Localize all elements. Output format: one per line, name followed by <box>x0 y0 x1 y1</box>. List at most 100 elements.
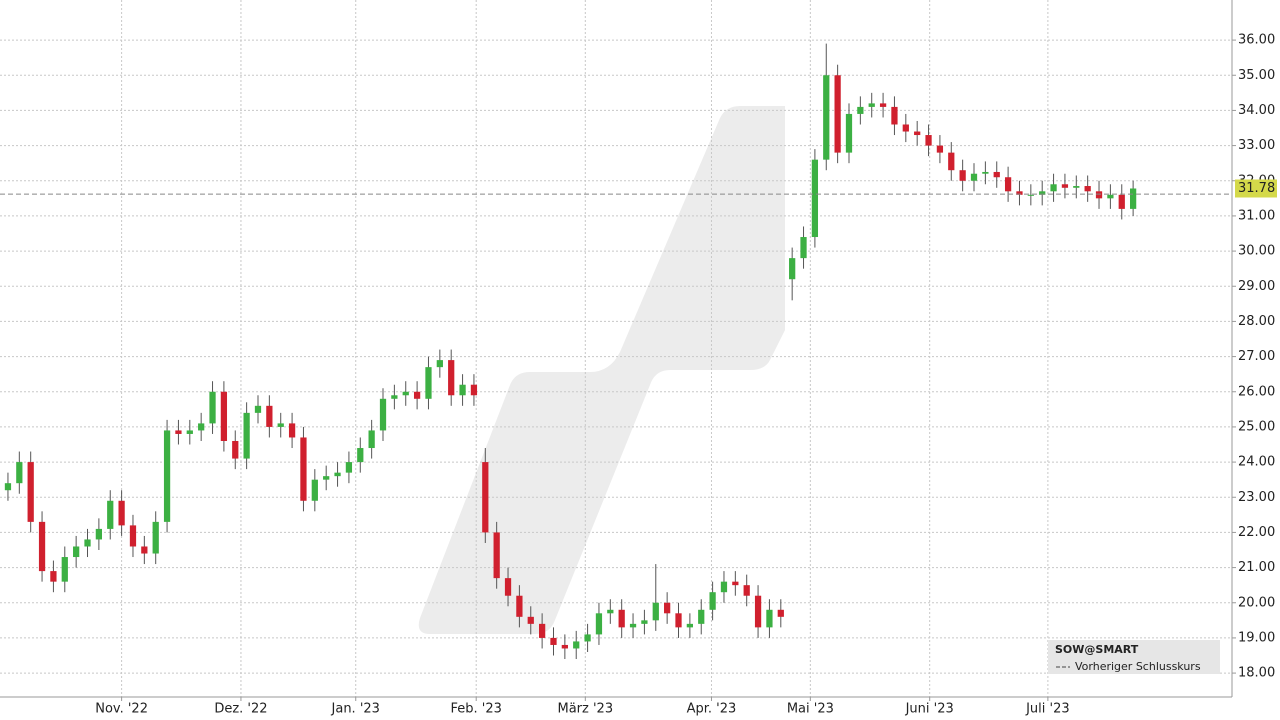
candle-body <box>288 423 296 438</box>
y-tick-label: 30.00 <box>1238 244 1275 259</box>
candle-body <box>629 623 637 628</box>
candle-body <box>993 171 1000 178</box>
candle-body <box>754 595 762 628</box>
candle-body <box>936 145 944 153</box>
candle-body <box>834 75 841 153</box>
legend-entry: Vorheriger Schlusskurs <box>1075 660 1201 673</box>
y-tick-label: 31.00 <box>1238 208 1275 223</box>
candle-body <box>345 462 353 473</box>
candle-body <box>379 398 387 431</box>
y-tick-label: 34.00 <box>1238 103 1275 118</box>
x-tick-label: Feb. '23 <box>451 702 502 717</box>
candle-body <box>277 423 284 427</box>
candle-body <box>709 592 716 610</box>
candle-body <box>311 479 318 501</box>
y-tick-label: 20.00 <box>1238 595 1275 610</box>
x-tick-label: Juni '23 <box>905 702 954 717</box>
candle-body <box>402 391 409 396</box>
y-tick-label: 35.00 <box>1238 68 1275 83</box>
candle-body <box>686 623 693 628</box>
candle-body <box>811 159 819 238</box>
candle-body <box>209 391 216 424</box>
candle-body <box>1129 188 1137 209</box>
candle-body <box>652 602 659 621</box>
candle-body <box>1084 186 1091 192</box>
candle-body <box>743 585 750 596</box>
candle-body <box>4 483 12 491</box>
candle-body <box>1118 194 1125 209</box>
candle-body <box>675 613 682 628</box>
candle-body <box>425 367 432 399</box>
y-tick-label: 36.00 <box>1238 33 1275 48</box>
candle-body <box>902 124 909 132</box>
candle-body <box>607 609 614 614</box>
candle-body <box>879 103 887 107</box>
legend: SOW@SMART Vorheriger Schlusskurs <box>1048 640 1220 674</box>
candle-body <box>584 634 591 642</box>
candle-body <box>198 423 205 431</box>
candle-body <box>107 500 114 529</box>
candle-body <box>618 609 625 628</box>
candle-body <box>243 412 250 459</box>
candle-body <box>891 106 898 125</box>
candle-body <box>482 462 489 533</box>
x-tick-label: März '23 <box>558 702 614 717</box>
candle-body <box>73 546 80 558</box>
y-tick-label: 22.00 <box>1238 525 1275 540</box>
candle-body <box>493 532 500 579</box>
candle-body <box>220 391 228 441</box>
grid <box>0 0 1232 697</box>
candle-body <box>777 609 784 617</box>
candle-body <box>448 360 455 396</box>
x-tick-label: Apr. '23 <box>687 702 737 717</box>
y-tick-label: 26.00 <box>1238 384 1275 399</box>
x-tick-label: Juli '23 <box>1025 702 1070 717</box>
candle-body <box>84 539 91 547</box>
candles <box>4 43 1137 660</box>
candle-body <box>266 405 273 427</box>
candle-body <box>868 103 875 107</box>
candle-body <box>175 430 182 434</box>
candle-body <box>845 113 853 153</box>
candle-body <box>27 462 34 522</box>
candle-body <box>141 546 148 554</box>
y-tick-label: 28.00 <box>1238 314 1275 329</box>
x-tick-label: Dez. '22 <box>214 702 267 717</box>
candle-body <box>504 578 512 596</box>
candle-body <box>550 637 557 645</box>
candle-body <box>823 75 830 160</box>
y-tick-label: 29.00 <box>1238 279 1275 294</box>
candle-body <box>334 472 341 477</box>
candle-body <box>254 405 262 413</box>
candle-body <box>1107 194 1114 199</box>
y-tick-label: 33.00 <box>1238 138 1275 153</box>
candle-body <box>50 571 57 582</box>
y-tick-label: 18.00 <box>1238 666 1275 681</box>
candle-body <box>152 521 159 554</box>
candle-body <box>323 476 330 480</box>
candle-body <box>732 581 739 586</box>
legend-title: SOW@SMART <box>1055 643 1139 656</box>
candle-body <box>16 462 23 484</box>
candle-body <box>970 173 978 181</box>
candle-body <box>38 521 46 572</box>
candle-body <box>925 135 932 146</box>
candle-body <box>163 430 171 522</box>
candle-body <box>641 620 648 624</box>
candle-body <box>95 528 103 540</box>
y-tick-label: 19.00 <box>1238 630 1275 645</box>
candle-body <box>129 525 137 547</box>
watermark <box>418 106 785 634</box>
candle-body <box>561 644 568 649</box>
candle-body <box>1039 191 1046 195</box>
candle-body <box>1050 184 1057 192</box>
candle-body <box>1061 184 1069 188</box>
candle-body <box>720 581 728 593</box>
candle-body <box>766 609 773 628</box>
candle-body <box>1016 191 1023 195</box>
y-tick-label: 27.00 <box>1238 349 1275 364</box>
candle-body <box>982 171 989 174</box>
candle-body <box>391 395 398 399</box>
x-tick-label: Mai '23 <box>787 702 834 717</box>
